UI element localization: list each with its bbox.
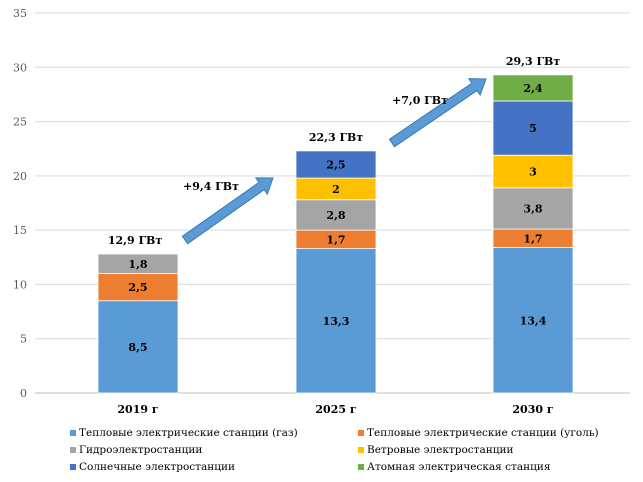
legend: Тепловые электрические станции (газ) Тепл… [70, 427, 599, 473]
legend-swatch [70, 464, 76, 470]
bar-segment [492, 247, 574, 394]
total-label: 29,3 ГВт [506, 55, 561, 68]
segment-value-label: 5 [529, 122, 537, 135]
legend-label: Гидроэлектростанции [79, 444, 202, 456]
segment-value-label: 2 [332, 183, 340, 196]
bar-segment [97, 273, 179, 302]
legend-swatch [358, 430, 364, 436]
total-label: 12,9 ГВт [108, 234, 163, 247]
growth-arrow [388, 78, 487, 148]
bar-segment [97, 300, 179, 394]
x-tick-label: 2025 г [315, 403, 356, 416]
segment-value-label: 13,3 [323, 315, 350, 328]
x-tick-label: 2019 г [117, 403, 158, 416]
legend-swatch [358, 447, 364, 453]
growth-arrow [181, 177, 274, 245]
bar-segment [295, 248, 377, 394]
total-label: 22,3 ГВт [309, 131, 364, 144]
legend-swatch [358, 464, 364, 470]
segment-value-label: 1,7 [523, 232, 542, 245]
legend-swatch [70, 447, 76, 453]
y-tick-label: 20 [13, 170, 27, 183]
segment-value-label: 2,4 [523, 82, 542, 95]
y-tick-label: 0 [20, 387, 27, 400]
bar-segment [295, 199, 377, 231]
annotations: 12,9 ГВт 22,3 ГВт 29,3 ГВт +9,4 ГВт +7,0 ГВт [108, 55, 561, 247]
increment-label: +7,0 ГВт [392, 94, 448, 107]
segment-value-label: 3,8 [523, 202, 542, 215]
legend-label: Ветровые электростанции [367, 444, 513, 456]
segment-value-label: 3 [529, 166, 537, 179]
legend-label: Атомная электрическая станция [367, 461, 551, 473]
segment-value-label: 1,7 [326, 233, 345, 246]
x-tick-label: 2030 г [512, 403, 553, 416]
legend-label: Тепловые электрические станции (газ) [79, 427, 298, 439]
bar-segment [492, 100, 574, 156]
segment-value-label: 13,4 [520, 314, 547, 327]
bar-segment [295, 150, 377, 179]
y-tick-label: 15 [13, 224, 27, 237]
legend-label: Тепловые электрические станции (уголь) [367, 427, 599, 439]
y-tick-label: 10 [13, 278, 27, 291]
bars: 8,5 2,5 1,8 13,3 1,7 2,8 2 2,5 13,4 1,7 3,8 3 5 2,4 [97, 74, 574, 394]
legend-label: Солнечные электростанции [79, 461, 235, 473]
y-axis: 0 5 10 15 20 25 30 35 [13, 7, 27, 400]
segment-value-label: 2,5 [326, 158, 345, 171]
legend-swatch [70, 430, 76, 436]
y-tick-label: 25 [13, 116, 27, 129]
increment-label: +9,4 ГВт [183, 180, 239, 193]
segment-value-label: 1,8 [128, 258, 147, 271]
segment-value-label: 2,8 [326, 209, 345, 222]
y-tick-label: 30 [13, 61, 27, 74]
bar-segment [492, 187, 574, 230]
bar-segment [492, 154, 574, 189]
x-axis: 2019 г 2025 г 2030 г [117, 403, 553, 416]
y-tick-label: 35 [13, 7, 27, 20]
segment-value-label: 2,5 [128, 281, 147, 294]
y-tick-label: 5 [20, 333, 27, 346]
bar-segment [492, 74, 574, 102]
bar-segment [97, 253, 179, 274]
segment-value-label: 8,5 [128, 341, 147, 354]
